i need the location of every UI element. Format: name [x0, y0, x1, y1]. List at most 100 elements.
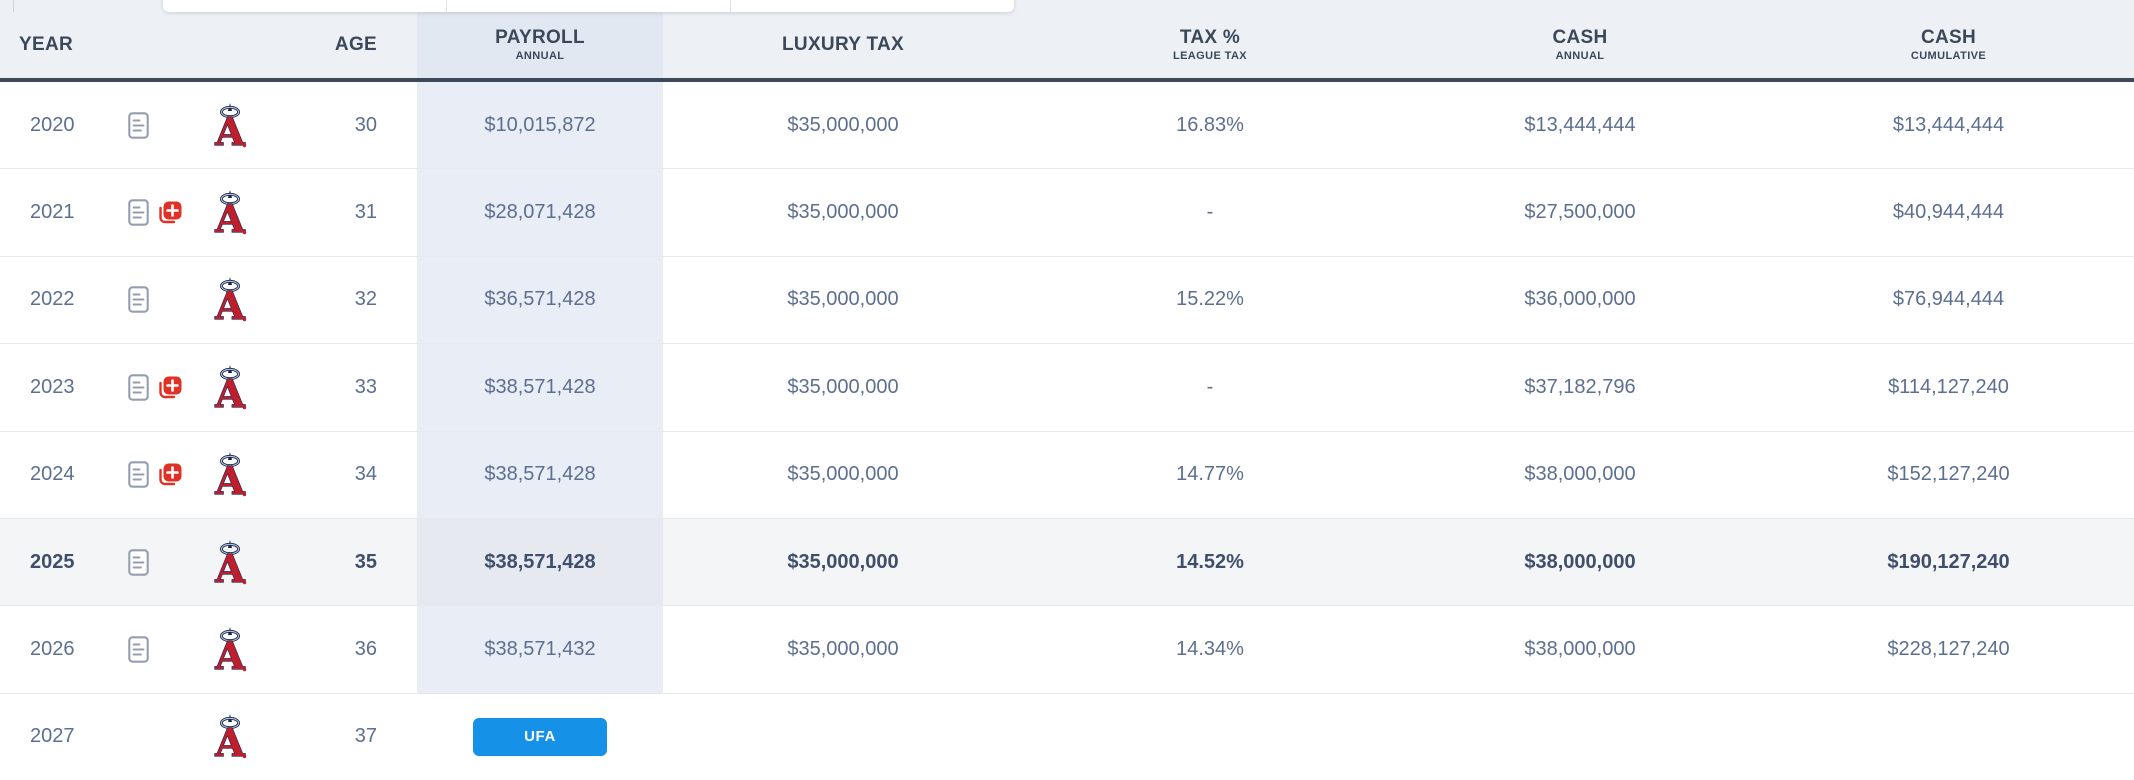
tax-pct-cell: 14.34%	[1176, 637, 1244, 660]
payroll-value: $38,571,432	[484, 637, 596, 660]
year-value: 2024	[30, 463, 75, 486]
injury-icon[interactable]	[156, 461, 183, 488]
row-icons	[128, 286, 149, 314]
cash-annual-cell: $38,000,000	[1524, 550, 1636, 573]
column-header-payroll: PAYROLL ANNUAL	[417, 12, 663, 78]
row-icons	[128, 636, 149, 663]
payroll-cell: UFA	[417, 694, 663, 780]
tab-group	[163, 0, 1014, 12]
column-header-cash-cumulative: CASH CUMULATIVE	[1763, 12, 2134, 78]
payroll-value: $38,571,428	[484, 463, 596, 486]
row-icons	[128, 111, 149, 139]
header-payroll-sublabel: ANNUAL	[515, 50, 565, 63]
header-cash-annual-sublabel: ANNUAL	[1555, 50, 1605, 63]
tab-segment-1[interactable]	[163, 0, 446, 12]
table-row: 2020	[0, 82, 2134, 170]
contract-notes-icon[interactable]	[128, 548, 149, 576]
angels-team-logo-icon[interactable]: A	[213, 626, 247, 673]
tax-pct-cell: -	[1206, 375, 1214, 398]
contract-notes-icon[interactable]	[128, 111, 149, 139]
age-cell: 37	[354, 725, 377, 748]
header-cash-cumulative-sublabel: CUMULATIVE	[1910, 50, 1987, 63]
angels-team-logo-icon[interactable]: A	[213, 276, 247, 323]
cash-cumulative-cell: $40,944,444	[1892, 201, 2005, 224]
age-cell: 33	[354, 375, 377, 398]
header-luxury-tax-label: LUXURY TAX	[782, 34, 904, 56]
page-edge-line	[13, 0, 14, 12]
year-value: 2022	[30, 288, 75, 311]
cash-annual-cell: $36,000,000	[1524, 288, 1636, 311]
tab-segment-3[interactable]	[730, 0, 1014, 12]
contract-notes-icon[interactable]	[128, 286, 149, 314]
row-icons	[128, 374, 183, 401]
svg-text:A: A	[214, 283, 245, 323]
injury-icon[interactable]	[156, 374, 183, 401]
year-value: 2021	[30, 201, 75, 224]
cash-cumulative-cell: $152,127,240	[1887, 463, 2010, 486]
angels-team-logo-icon[interactable]: A	[213, 189, 247, 236]
angels-team-logo-icon[interactable]: A	[213, 539, 247, 586]
payroll-cell: $38,571,428	[417, 431, 663, 518]
year-value: 2025	[30, 550, 75, 573]
payroll-value: $10,015,872	[484, 113, 596, 136]
year-cell: 2024	[0, 432, 300, 518]
table-row: 2023	[0, 344, 2134, 432]
year-cell: 2023	[0, 344, 300, 430]
year-cell: 2025	[0, 519, 300, 605]
cash-annual-cell	[1397, 694, 1763, 780]
tax-pct-cell: -	[1206, 201, 1214, 224]
year-value: 2023	[30, 375, 75, 398]
svg-text:A: A	[214, 720, 245, 760]
year-cell: 2021	[0, 169, 300, 255]
row-icons	[128, 461, 183, 488]
header-cash-cumulative-label: CASH	[1920, 27, 1977, 49]
row-icons	[128, 199, 183, 226]
tax-pct-cell: 14.77%	[1176, 463, 1244, 486]
svg-text:A: A	[214, 633, 245, 673]
column-header-age: AGE	[300, 12, 417, 78]
year-cell: 2022	[0, 257, 300, 343]
angels-team-logo-icon[interactable]: A	[213, 713, 247, 760]
year-cell: 2027	[0, 694, 300, 780]
svg-text:A: A	[214, 546, 245, 586]
year-cell: 2020	[0, 82, 300, 168]
table-row: 2021	[0, 169, 2134, 257]
payroll-value: $38,571,428	[484, 375, 596, 398]
luxury-tax-cell: $35,000,000	[787, 113, 899, 136]
cash-cumulative-cell: $228,127,240	[1887, 637, 2010, 660]
luxury-tax-cell: $35,000,000	[787, 637, 899, 660]
cash-annual-cell: $37,182,796	[1524, 375, 1636, 398]
luxury-tax-cell: $35,000,000	[787, 375, 899, 398]
age-cell: 36	[354, 637, 377, 660]
svg-text:A: A	[214, 371, 245, 411]
contract-notes-icon[interactable]	[128, 461, 149, 488]
header-year-label: YEAR	[19, 34, 73, 56]
cash-annual-cell: $38,000,000	[1524, 463, 1636, 486]
contract-notes-icon[interactable]	[128, 636, 149, 663]
cash-annual-cell: $38,000,000	[1524, 637, 1636, 660]
cash-cumulative-cell	[1763, 694, 2134, 780]
luxury-tax-cell	[663, 694, 1023, 780]
tax-pct-cell: 14.52%	[1176, 550, 1244, 573]
header-payroll-label: PAYROLL	[495, 27, 585, 49]
payroll-value: $28,071,428	[484, 201, 596, 224]
angels-team-logo-icon[interactable]: A	[213, 451, 247, 498]
age-cell: 32	[354, 288, 377, 311]
cash-cumulative-cell: $76,944,444	[1892, 288, 2005, 311]
tab-segment-2[interactable]	[446, 0, 730, 12]
injury-icon[interactable]	[156, 199, 183, 226]
contract-notes-icon[interactable]	[128, 199, 149, 226]
payroll-value: $36,571,428	[484, 288, 596, 311]
contract-notes-icon[interactable]	[128, 374, 149, 401]
column-header-luxury-tax: LUXURY TAX	[663, 12, 1023, 78]
luxury-tax-cell: $35,000,000	[787, 201, 899, 224]
angels-team-logo-icon[interactable]: A	[213, 102, 247, 149]
payroll-cell: $10,015,872	[417, 82, 663, 169]
payroll-value: $38,571,428	[484, 550, 596, 573]
header-cash-annual-label: CASH	[1552, 27, 1608, 49]
luxury-tax-cell: $35,000,000	[787, 288, 899, 311]
age-cell: 31	[354, 201, 377, 224]
column-header-cash-annual: CASH ANNUAL	[1397, 12, 1763, 78]
table-row: 2027	[0, 694, 2134, 780]
angels-team-logo-icon[interactable]: A	[213, 364, 247, 411]
